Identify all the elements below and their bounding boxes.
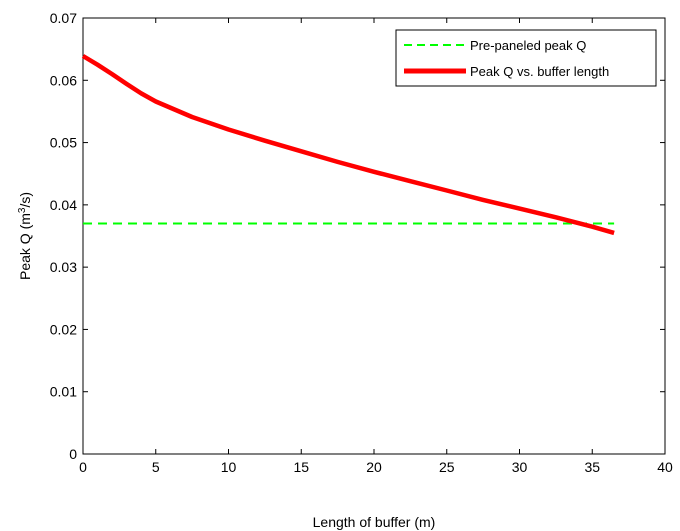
- legend-box: [395, 29, 657, 87]
- x-tick-label: 40: [657, 459, 673, 475]
- x-axis-title: Length of buffer (m): [313, 514, 436, 530]
- x-tick-label: 5: [152, 459, 160, 475]
- y-tick-label: 0.04: [50, 197, 77, 213]
- y-axis-title-tail: /s): [17, 192, 33, 208]
- y-tick-label: 0.02: [50, 321, 77, 337]
- y-tick-label: 0.05: [50, 135, 77, 151]
- legend: Pre-paneled peak Q Peak Q vs. buffer len…: [395, 29, 657, 87]
- x-tick-label: 10: [221, 459, 237, 475]
- y-axis-ticks: 0 0.01 0.02 0.03 0.04 0.05 0.06 0.07: [50, 10, 665, 462]
- plot-area: [82, 17, 666, 455]
- x-tick-label: 30: [512, 459, 528, 475]
- y-tick-label: 0.01: [50, 384, 77, 400]
- x-tick-label: 35: [584, 459, 600, 475]
- y-axis-title-main: Peak Q (m: [17, 213, 33, 280]
- y-tick-label: 0.06: [50, 72, 77, 88]
- x-tick-label: 20: [366, 459, 382, 475]
- y-tick-label: 0: [69, 446, 77, 462]
- x-tick-label: 15: [293, 459, 309, 475]
- y-tick-label: 0.03: [50, 259, 77, 275]
- series-line-peak-q: [81, 54, 615, 236]
- legend-label-pre-paneled: Pre-paneled peak Q: [470, 38, 586, 53]
- y-tick-label: 0.07: [50, 10, 77, 26]
- x-axis-ticks: 0 5 10 15 20 25 30 35 40: [79, 18, 673, 475]
- y-axis-title-superscript: 3: [17, 207, 28, 213]
- legend-label-peak-q: Peak Q vs. buffer length: [470, 64, 609, 79]
- x-tick-label: 0: [79, 459, 87, 475]
- series-layer: [81, 54, 615, 236]
- x-tick-label: 25: [439, 459, 455, 475]
- y-axis-title: Peak Q (m3/s): [17, 192, 33, 280]
